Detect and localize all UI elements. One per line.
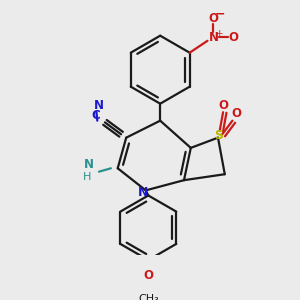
Text: S: S bbox=[214, 130, 223, 142]
Text: −: − bbox=[215, 8, 226, 21]
Text: N: N bbox=[208, 31, 218, 44]
Text: CH₃: CH₃ bbox=[138, 294, 159, 300]
Text: +: + bbox=[215, 28, 222, 38]
Text: O: O bbox=[143, 269, 153, 282]
Text: O: O bbox=[218, 99, 228, 112]
Text: N: N bbox=[94, 99, 104, 112]
Text: O: O bbox=[229, 31, 239, 44]
Text: N: N bbox=[138, 186, 148, 199]
Text: O: O bbox=[232, 107, 242, 120]
Text: C: C bbox=[91, 109, 100, 122]
Text: O: O bbox=[208, 12, 218, 25]
Text: N: N bbox=[84, 158, 94, 171]
Text: H: H bbox=[83, 172, 91, 182]
